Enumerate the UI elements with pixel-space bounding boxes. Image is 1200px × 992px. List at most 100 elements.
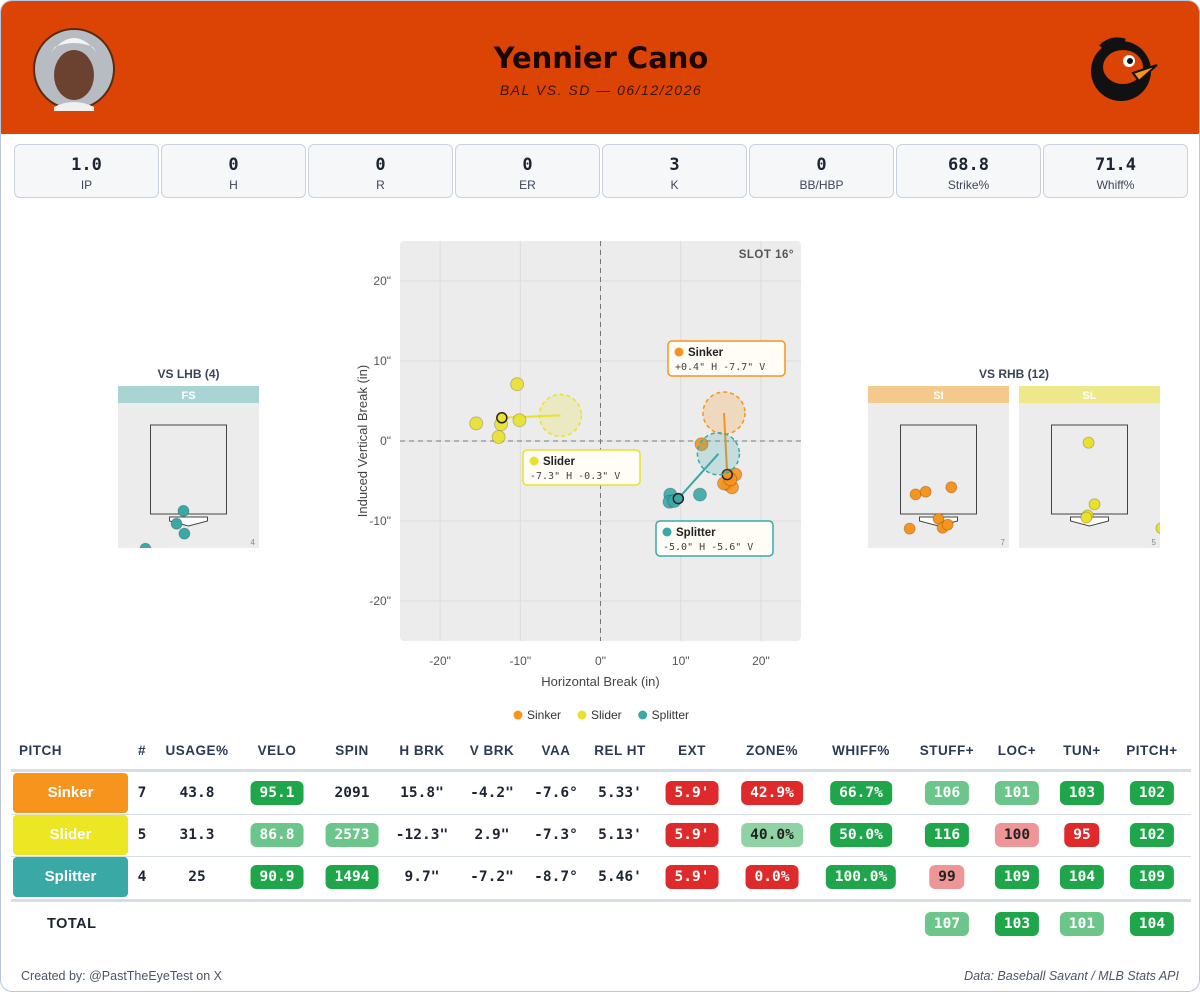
metric-pill: 86.8 bbox=[250, 823, 304, 847]
location-point bbox=[1082, 436, 1095, 449]
zone-points bbox=[903, 481, 958, 535]
x-tick-label: 0" bbox=[595, 654, 606, 668]
metric-pill: 5.9' bbox=[665, 823, 719, 847]
total-separator bbox=[11, 899, 1191, 902]
column-header: VELO bbox=[257, 743, 297, 758]
credit: Created by: @PastTheEyeTest on X bbox=[21, 969, 222, 983]
metric-pill: 102 bbox=[1129, 823, 1175, 847]
zone-title: VS LHB (4) bbox=[157, 367, 219, 381]
location-point bbox=[903, 522, 916, 535]
location-point bbox=[1088, 498, 1101, 511]
column-header: REL HT bbox=[594, 743, 646, 758]
stat-label: ER bbox=[519, 178, 536, 192]
metric-pill: 101 bbox=[1059, 912, 1105, 936]
player-jersey bbox=[54, 102, 94, 111]
stat-label: BB/HBP bbox=[799, 178, 844, 192]
movement-vector bbox=[501, 414, 561, 419]
metric-pill: 2573 bbox=[325, 823, 379, 847]
metric-pill: 90.9 bbox=[250, 865, 304, 889]
zone-header bbox=[868, 386, 1009, 403]
player-face bbox=[54, 50, 94, 100]
metric-pill: 103 bbox=[994, 912, 1040, 936]
zone-points bbox=[139, 504, 191, 548]
column-header: USAGE% bbox=[165, 743, 229, 758]
movement-vector bbox=[677, 453, 720, 500]
stat-label: IP bbox=[80, 178, 93, 192]
zone-header bbox=[118, 386, 259, 403]
stat-box: 68.8 Strike% bbox=[896, 144, 1041, 198]
metric-value: 4 bbox=[137, 869, 147, 885]
stat-label: R bbox=[376, 178, 385, 192]
x-tick-label: 20" bbox=[752, 654, 770, 668]
metric-pill: 5.9' bbox=[665, 865, 719, 889]
row-separator bbox=[11, 856, 1191, 857]
legend-dot bbox=[577, 710, 587, 720]
metric-pill: 40.0% bbox=[741, 823, 803, 847]
zone-pitch: SL bbox=[1082, 390, 1096, 402]
column-header: ZONE% bbox=[745, 743, 799, 758]
column-header: SPIN bbox=[335, 743, 369, 758]
metric-pill: 116 bbox=[924, 823, 970, 847]
metric-value: -7.6° bbox=[534, 785, 578, 801]
metric-value: 2091 bbox=[334, 785, 370, 801]
metric-value: -8.7° bbox=[534, 869, 578, 885]
legend-label: Splitter bbox=[652, 708, 689, 722]
annotation-box bbox=[655, 520, 774, 557]
metric-value: -12.3" bbox=[395, 827, 449, 843]
metric-pill: 101 bbox=[994, 781, 1040, 805]
metric-pill: 102 bbox=[1129, 781, 1175, 805]
y-axis-label: Induced Vertical Break (in) bbox=[355, 365, 370, 517]
zone-pitch: SI bbox=[933, 390, 943, 402]
annotation-text: -7.3" H -0.3" V bbox=[530, 471, 620, 482]
stat-value: 1.0 bbox=[71, 155, 102, 175]
metric-value: 15.8" bbox=[400, 785, 444, 801]
column-header: V BRK bbox=[469, 743, 515, 758]
metric-pill: 100 bbox=[994, 823, 1040, 847]
metric-pill: 104 bbox=[1059, 865, 1105, 889]
column-header: LOC+ bbox=[997, 743, 1037, 758]
header-separator bbox=[11, 769, 1191, 772]
team-logo bbox=[1091, 37, 1158, 101]
annotation-name: Sinker bbox=[688, 347, 724, 359]
source: Data: Baseball Savant / MLB Stats API bbox=[964, 969, 1179, 983]
stat-value: 0 bbox=[375, 155, 386, 175]
mean-point bbox=[496, 412, 508, 424]
stat-value: 3 bbox=[669, 155, 680, 175]
strike-zone bbox=[150, 424, 227, 515]
annotation-name: Slider bbox=[543, 456, 575, 468]
column-header: PITCH bbox=[19, 743, 62, 758]
metric-value: 9.7" bbox=[404, 869, 440, 885]
pitch-point bbox=[692, 487, 707, 502]
mean-point bbox=[672, 492, 685, 505]
column-header: WHIFF% bbox=[832, 743, 890, 758]
location-point bbox=[178, 527, 191, 540]
x-tick-label: -20" bbox=[429, 654, 451, 668]
header-graphics bbox=[33, 28, 1158, 111]
metric-pill: 106 bbox=[924, 781, 970, 805]
location-point bbox=[919, 485, 932, 498]
metric-value: -7.3° bbox=[534, 827, 578, 843]
metric-value: 5.46' bbox=[598, 869, 642, 885]
pitch-point bbox=[491, 430, 506, 444]
column-header: PITCH+ bbox=[1126, 743, 1178, 758]
column-header: EXT bbox=[678, 743, 706, 758]
y-tick-label: 10" bbox=[373, 354, 391, 368]
y-tick-label: -10" bbox=[369, 514, 391, 528]
y-tick-label: 0" bbox=[380, 434, 391, 448]
location-point bbox=[139, 542, 152, 548]
metric-pill: 100.0% bbox=[825, 865, 897, 889]
stat-label: H bbox=[229, 178, 238, 192]
x-axis-label: Horizontal Break (in) bbox=[541, 674, 660, 689]
legend-item: Slider bbox=[577, 708, 622, 722]
zone-title: VS RHB (12) bbox=[979, 367, 1049, 381]
slot-label: SLOT 16° bbox=[739, 249, 794, 261]
metric-value: -4.2" bbox=[470, 785, 514, 801]
stat-value: 0 bbox=[228, 155, 239, 175]
stat-value: 0 bbox=[816, 155, 827, 175]
legend-dot bbox=[638, 710, 648, 720]
annotation-text: -5.0" H -5.6" V bbox=[663, 542, 753, 553]
metric-pill: 42.9% bbox=[741, 781, 803, 805]
